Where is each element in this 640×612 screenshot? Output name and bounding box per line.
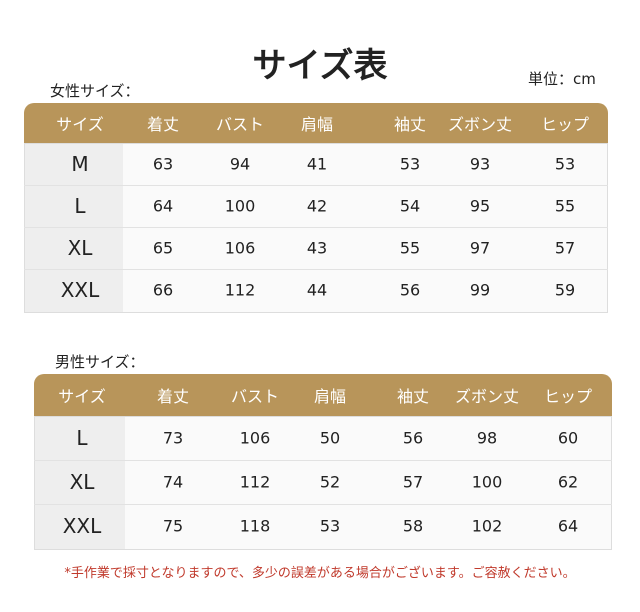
value-cell: 65 <box>152 238 174 258</box>
value-cell: 94 <box>229 154 251 174</box>
row-divider <box>34 460 612 461</box>
value-cell: 41 <box>306 154 328 174</box>
table-label: 男性サイズ： <box>55 353 145 371</box>
value-cell: 58 <box>402 516 424 536</box>
value-cell: 98 <box>476 428 498 448</box>
value-cell: 44 <box>306 280 328 300</box>
size-cell: XL <box>67 236 93 260</box>
value-cell: 53 <box>554 154 576 174</box>
header-cell: 肩幅 <box>313 387 347 406</box>
value-cell: 53 <box>319 516 341 536</box>
size-column <box>25 144 123 312</box>
header-cell: ズボン丈 <box>447 115 513 134</box>
value-cell: 99 <box>469 280 491 300</box>
value-cell: 42 <box>306 196 328 216</box>
header-cell: ヒップ <box>540 115 590 134</box>
value-cell: 53 <box>399 154 421 174</box>
size-cell: L <box>76 426 88 450</box>
value-cell: 52 <box>319 472 341 492</box>
header-cell: ズボン丈 <box>454 387 520 406</box>
value-cell: 75 <box>162 516 184 536</box>
value-cell: 106 <box>239 428 271 448</box>
table-body <box>34 416 612 550</box>
header-cell: 袖丈 <box>396 387 430 406</box>
header-cell: サイズ <box>58 387 106 406</box>
note: *手作業で採寸となりますので、多少の誤差がある場合がございます。ご容赦ください。 <box>64 566 576 581</box>
row-divider <box>34 504 612 505</box>
header-cell: サイズ <box>56 115 104 134</box>
value-cell: 66 <box>152 280 174 300</box>
value-cell: 57 <box>402 472 424 492</box>
value-cell: 95 <box>469 196 491 216</box>
header-cell: バスト <box>230 387 280 406</box>
unit: 単位：cm <box>528 70 596 88</box>
header-cell: ヒップ <box>543 387 593 406</box>
value-cell: 50 <box>319 428 341 448</box>
size-cell: L <box>74 194 86 218</box>
header-cell: バスト <box>215 115 265 134</box>
value-cell: 118 <box>239 516 271 536</box>
value-cell: 106 <box>224 238 256 258</box>
value-cell: 63 <box>152 154 174 174</box>
row-divider <box>24 227 608 228</box>
value-cell: 100 <box>224 196 256 216</box>
row-divider <box>24 269 608 270</box>
row-divider <box>24 185 608 186</box>
value-cell: 112 <box>224 280 256 300</box>
header-cell: 着丈 <box>156 387 190 406</box>
value-cell: 55 <box>554 196 576 216</box>
value-cell: 62 <box>557 472 579 492</box>
value-cell: 93 <box>469 154 491 174</box>
value-cell: 55 <box>399 238 421 258</box>
value-cell: 73 <box>162 428 184 448</box>
header-cell: 肩幅 <box>300 115 334 134</box>
value-cell: 64 <box>557 516 579 536</box>
header-cell: 着丈 <box>146 115 180 134</box>
value-cell: 43 <box>306 238 328 258</box>
value-cell: 74 <box>162 472 184 492</box>
header-cell: 袖丈 <box>393 115 427 134</box>
value-cell: 112 <box>239 472 271 492</box>
value-cell: 56 <box>399 280 421 300</box>
value-cell: 97 <box>469 238 491 258</box>
value-cell: 57 <box>554 238 576 258</box>
size-cell: XXL <box>60 278 100 302</box>
size-cell: XL <box>69 470 95 494</box>
table-label: 女性サイズ： <box>50 82 140 100</box>
value-cell: 64 <box>152 196 174 216</box>
value-cell: 100 <box>471 472 503 492</box>
title: サイズ表 <box>252 46 388 86</box>
header-band <box>24 103 608 143</box>
header-band <box>34 374 612 416</box>
value-cell: 102 <box>471 516 503 536</box>
size-column <box>35 417 125 549</box>
value-cell: 56 <box>402 428 424 448</box>
size-cell: XXL <box>62 514 102 538</box>
value-cell: 60 <box>557 428 579 448</box>
value-cell: 59 <box>554 280 576 300</box>
value-cell: 54 <box>399 196 421 216</box>
size-cell: M <box>71 152 89 176</box>
